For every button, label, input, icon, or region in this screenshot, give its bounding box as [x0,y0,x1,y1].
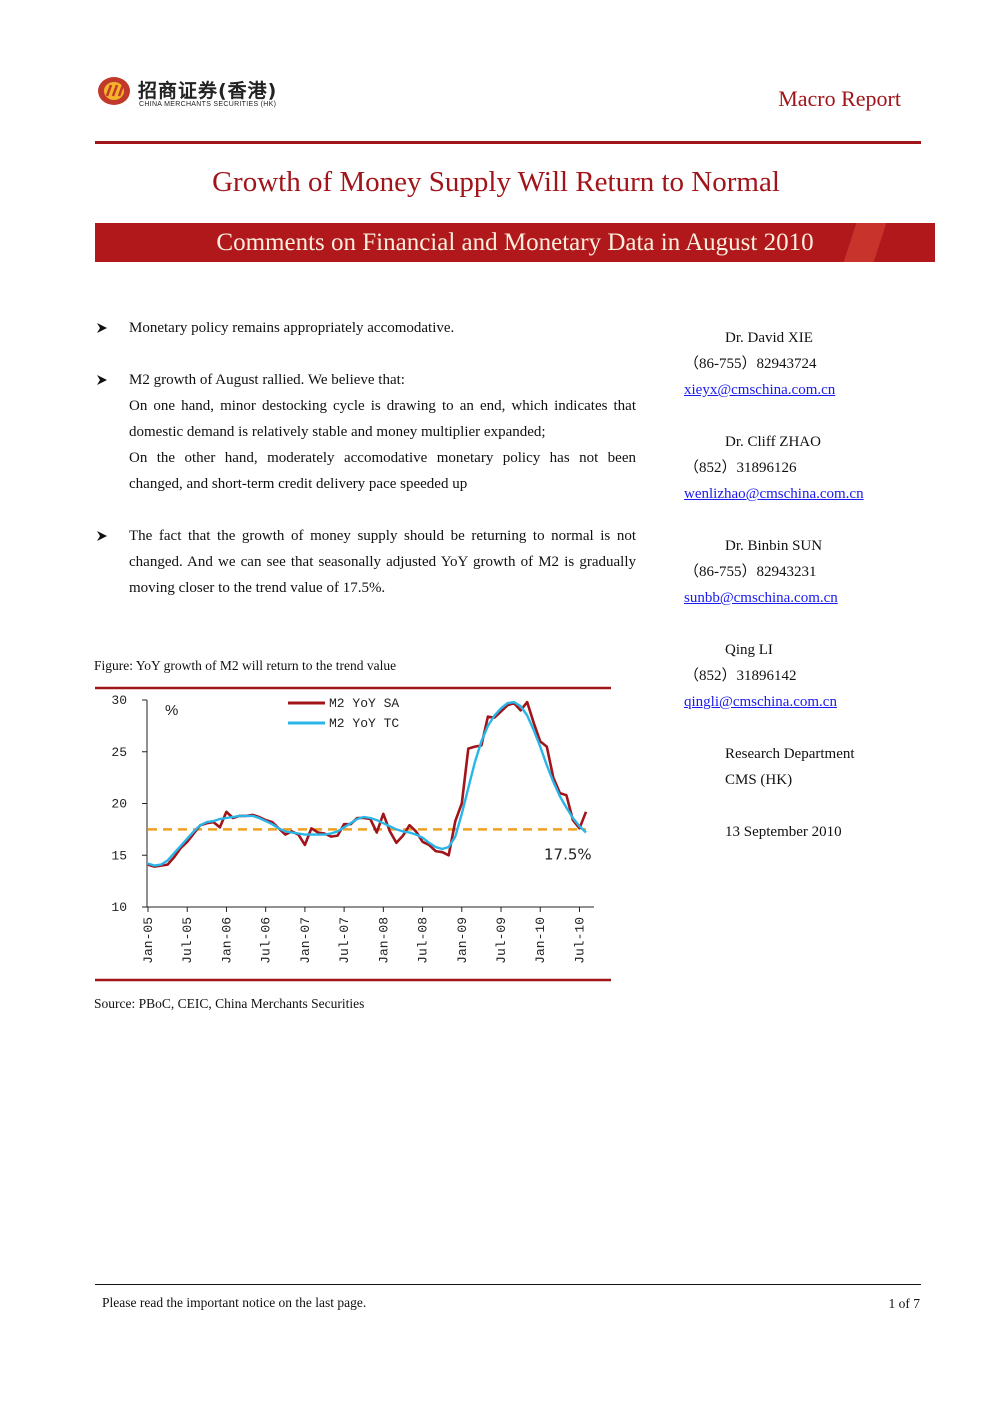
analyst-phone: （86-755）82943724 [684,356,817,372]
figure-caption: Figure: YoY growth of M2 will return to … [94,658,397,673]
x-tick-label: Jul-09 [494,917,509,964]
x-tick-label: Jul-05 [180,917,195,964]
brand-cn: 招商证券(香港) [138,80,278,102]
department: Research Department [725,746,855,762]
y-tick-label: 25 [111,745,127,760]
bullet-paragraph: On the other hand, moderately accomodati… [129,450,636,492]
legend-label: M2 YoY TC [329,716,399,731]
subtitle-band [95,223,935,262]
report-date: 13 September 2010 [725,824,842,840]
footer-notice: Please read the important notice on the … [102,1295,367,1310]
department: CMS (HK) [725,772,793,788]
bullet-paragraph: Monetary policy remains appropriately ac… [129,320,455,336]
x-tick-label: Jan-06 [219,917,234,964]
x-tick-label: Jan-08 [376,917,391,964]
header-rule [95,141,921,144]
chart: 10 15 20 25 30 Jan-05 Jul-05 Jan-06 Jul-06 Jan-07… [95,686,611,982]
bullet-paragraph: The fact that the growth of money supply… [129,528,636,596]
bullet: M2 growth of August rallied. We believe … [129,367,636,497]
analyst-name: Dr. Cliff ZHAO [725,434,821,450]
bullet-arrow [97,323,107,333]
x-tick-label: Jan-05 [141,917,156,964]
bullet-arrow [97,375,107,385]
subtitle: Comments on Financial and Monetary Data … [216,229,814,256]
bullet-arrow [97,531,107,541]
brand-en: CHINA MERCHANTS SECURITIES (HK) [139,101,277,108]
x-tick-label: Jul-06 [259,917,274,964]
y-axis-label: % [165,702,178,719]
y-tick-label: 10 [111,900,127,915]
analyst-list: Dr. David XIE （86-755）82943724 xieyx@cms… [684,325,864,845]
bullet-paragraph: M2 growth of August rallied. We believe … [129,372,405,388]
analyst-phone: （852）31896142 [684,668,797,684]
bullet: The fact that the growth of money supply… [129,523,636,601]
reference-label: 17.5% [544,845,592,863]
analyst-phone: （852）31896126 [684,460,797,476]
analyst-name: Qing LI [725,642,773,658]
x-tick-label: Jan-07 [298,917,313,964]
y-tick-label: 30 [111,693,127,708]
y-tick-label: 15 [111,848,127,863]
source: Source: PBoC, CEIC, China Merchants Secu… [94,996,365,1011]
x-tick-label: Jul-10 [572,917,587,964]
analyst-phone: （86-755）82943231 [684,564,817,580]
logo-icon [98,77,130,105]
x-tick-label: Jul-08 [416,917,431,964]
x-tick-label: Jan-09 [455,917,470,964]
analyst-email[interactable]: wenlizhao@cmschina.com.cn [684,486,864,502]
analyst-email[interactable]: qingli@cmschina.com.cn [684,694,837,710]
analyst-email[interactable]: xieyx@cmschina.com.cn [684,382,836,398]
title: Growth of Money Supply Will Return to No… [212,166,780,198]
legend-label: M2 YoY SA [329,696,399,711]
x-tick-label: Jul-07 [337,917,352,964]
footer-rule [95,1284,921,1285]
report-type: Macro Report [778,86,901,111]
analyst-name: Dr. David XIE [725,330,813,346]
analyst-email[interactable]: sunbb@cmschina.com.cn [684,590,838,606]
bullet: Monetary policy remains appropriately ac… [129,315,636,341]
page-number: 1 of 7 [888,1296,921,1311]
series-line [147,700,587,867]
y-tick-label: 20 [111,797,127,812]
x-tick-label: Jan-10 [533,917,548,964]
bullet-paragraph: On one hand, minor destocking cycle is d… [129,398,636,440]
analyst-name: Dr. Binbin SUN [725,538,823,554]
